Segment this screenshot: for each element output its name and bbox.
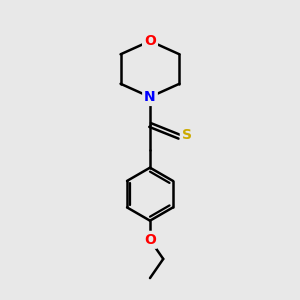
Text: N: N [144,90,156,104]
Text: S: S [182,128,192,142]
Text: O: O [144,34,156,48]
Text: O: O [144,233,156,247]
